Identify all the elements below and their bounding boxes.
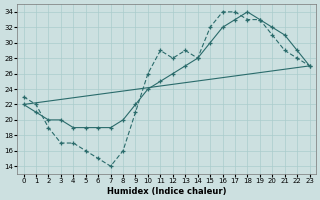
X-axis label: Humidex (Indice chaleur): Humidex (Indice chaleur) (107, 187, 226, 196)
